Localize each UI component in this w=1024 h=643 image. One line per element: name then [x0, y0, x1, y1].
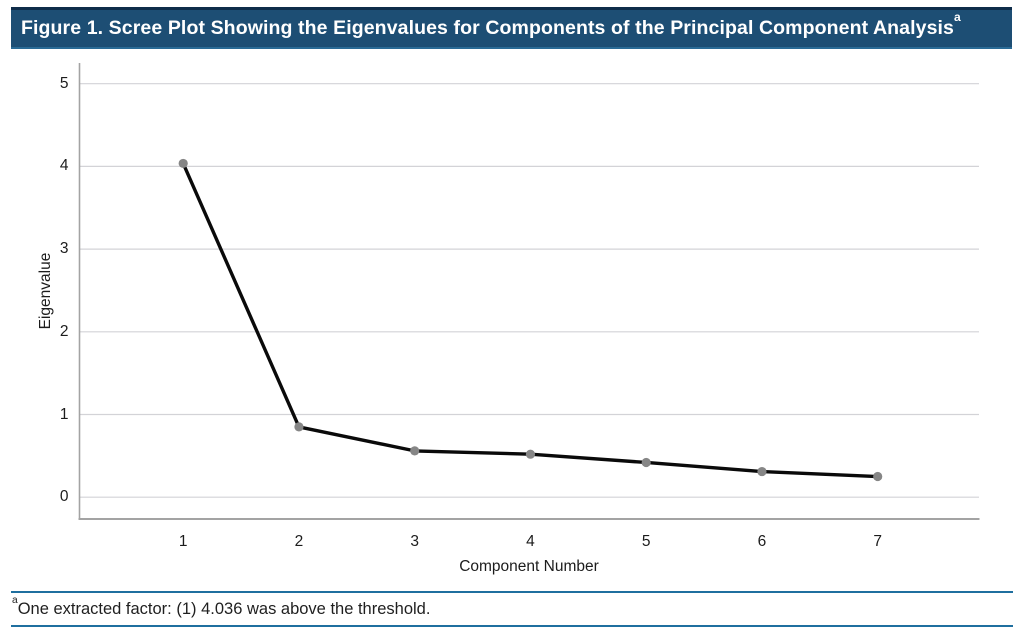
- x-tick-label-7: 7: [873, 533, 882, 550]
- footnote-text: aOne extracted factor: (1) 4.036 was abo…: [12, 594, 431, 620]
- data-point-marker-4: [525, 449, 536, 459]
- figure-title: Figure 1. Scree Plot Showing the Eigenva…: [11, 11, 961, 39]
- y-axis-title: Eigenvalue: [37, 252, 54, 330]
- y-tick-label-2: 2: [59, 322, 69, 340]
- x-tick-label-5: 5: [641, 533, 651, 550]
- footnote-bottom-rule: [11, 625, 1013, 627]
- data-point-marker-5: [641, 457, 651, 468]
- footnote-top-rule: [11, 591, 1013, 593]
- data-point-marker-6: [757, 466, 767, 477]
- footnote-body: One extracted factor: (1) 4.036 was abov…: [17, 600, 431, 618]
- y-tick-label-4: 4: [59, 157, 69, 175]
- data-point-marker-3: [410, 446, 420, 456]
- data-point-marker-1: [178, 158, 188, 169]
- y-tick-label-0: 0: [59, 488, 69, 506]
- scree-line: [181, 161, 880, 479]
- x-axis-title: Component Number: [459, 558, 599, 575]
- x-tick-label-2: 2: [294, 533, 304, 550]
- y-tick-label-3: 3: [59, 240, 69, 258]
- y-tick-label-5: 5: [59, 74, 69, 92]
- figure-title-superscript: a: [954, 9, 961, 24]
- y-tick-label-1: 1: [59, 405, 69, 423]
- x-tick-label-6: 6: [757, 533, 767, 550]
- footnote-superscript: a: [12, 594, 18, 606]
- x-tick-label-3: 3: [410, 533, 419, 550]
- x-tick-label-1: 1: [178, 533, 188, 550]
- figure-title-text: Figure 1. Scree Plot Showing the Eigenva…: [21, 16, 954, 39]
- figure-title-bar: Figure 1. Scree Plot Showing the Eigenva…: [11, 7, 1012, 49]
- data-point-marker-7: [873, 471, 883, 482]
- x-tick-label-4: 4: [526, 533, 535, 550]
- data-point-marker-2: [294, 422, 304, 432]
